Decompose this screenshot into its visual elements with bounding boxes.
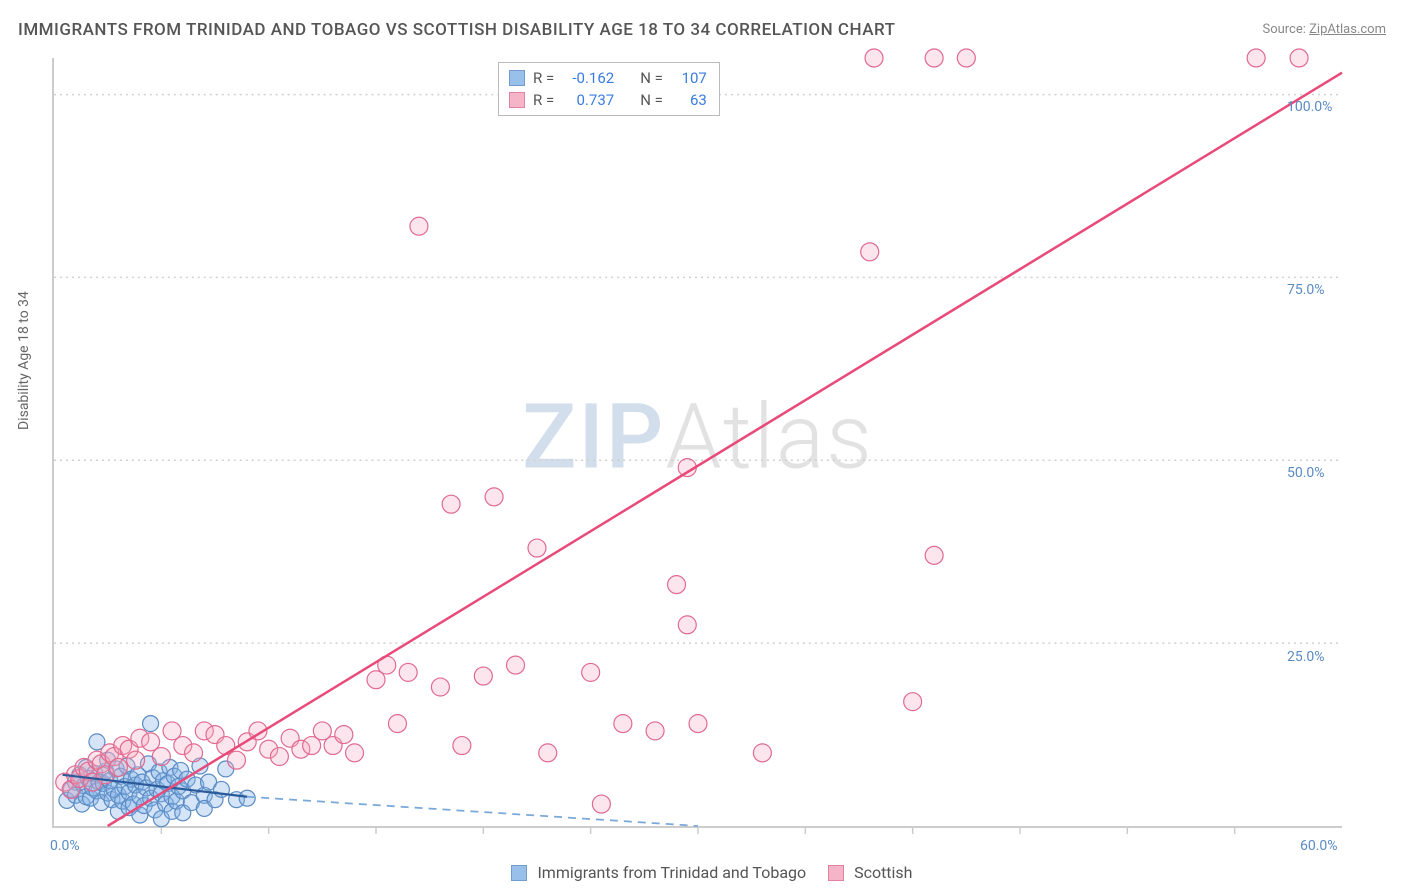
x-tick-label: 60.0% — [1300, 838, 1338, 854]
chart-title: IMMIGRANTS FROM TRINIDAD AND TOBAGO VS S… — [18, 20, 896, 40]
plot-area: ZIPAtlas — [52, 58, 1342, 828]
r-label: R = — [533, 67, 554, 89]
stats-legend: R = -0.162 N = 107 R = 0.737 N = 63 — [498, 62, 720, 116]
y-tick-label: 75.0% — [1287, 282, 1325, 298]
legend-label-scottish: Scottish — [854, 863, 912, 882]
n-label: N = — [640, 89, 663, 111]
y-tick-label: 25.0% — [1287, 649, 1325, 665]
n-value-scottish: 63 — [671, 89, 707, 111]
source-name[interactable]: ZipAtlas.com — [1309, 22, 1386, 37]
n-value-trinidad: 107 — [671, 67, 707, 89]
swatch-trinidad-bottom — [511, 865, 527, 881]
r-value-scottish: 0.737 — [562, 89, 614, 111]
r-label: R = — [533, 89, 554, 111]
series-legend: Immigrants from Trinidad and Tobago Scot… — [0, 863, 1406, 882]
r-value-trinidad: -0.162 — [562, 67, 614, 89]
legend-label-trinidad: Immigrants from Trinidad and Tobago — [537, 863, 806, 882]
y-axis-label: Disability Age 18 to 34 — [16, 291, 32, 430]
x-tick-label: 0.0% — [50, 838, 80, 854]
source-attribution: Source: ZipAtlas.com — [1262, 22, 1386, 37]
swatch-scottish — [509, 92, 525, 108]
stats-row-scottish: R = 0.737 N = 63 — [509, 89, 707, 111]
swatch-trinidad — [509, 70, 525, 86]
y-tick-label: 100.0% — [1287, 99, 1332, 115]
y-tick-label: 50.0% — [1287, 465, 1325, 481]
source-prefix: Source: — [1262, 22, 1309, 37]
n-label: N = — [640, 67, 663, 89]
plot-svg — [54, 58, 1342, 826]
stats-row-trinidad: R = -0.162 N = 107 — [509, 67, 707, 89]
swatch-scottish-bottom — [828, 865, 844, 881]
